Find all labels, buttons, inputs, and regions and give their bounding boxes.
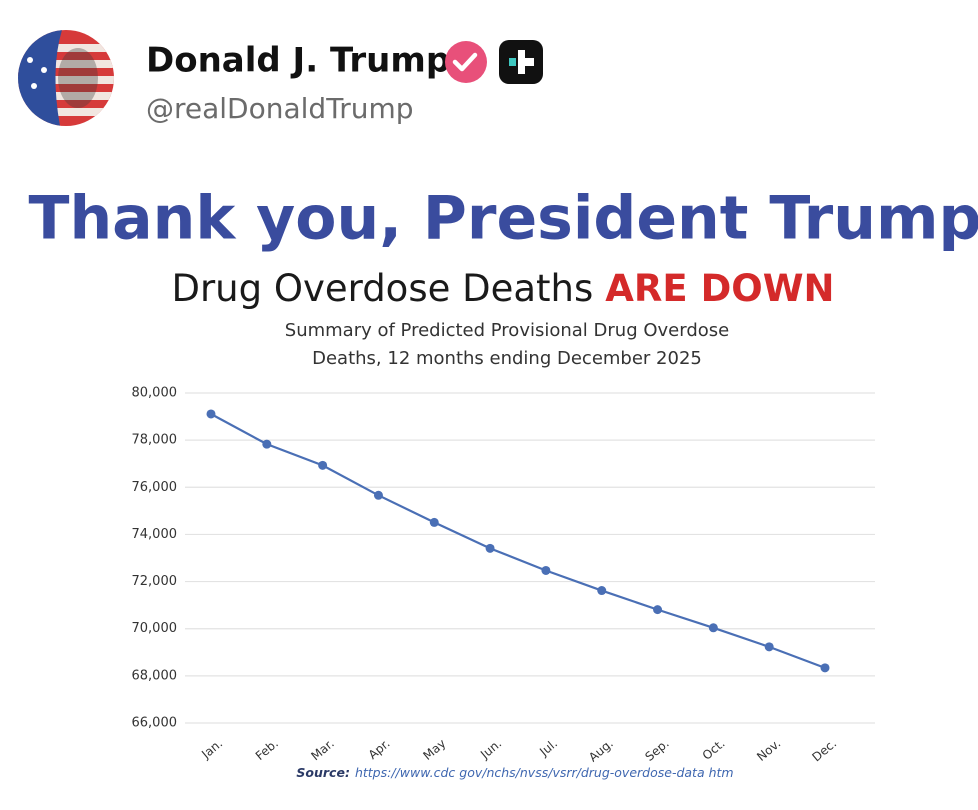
author-name[interactable]: Donald J. Trump: [146, 41, 450, 81]
source: Source: https://www.cdc gov/nchs/nvss/vsr…: [296, 765, 733, 780]
handle[interactable]: @realDonaldTrump: [146, 92, 414, 125]
data-point: [764, 642, 774, 652]
y-tick-label: 66,000: [132, 716, 178, 731]
plot: 66,000 68,000 70,000 72,000 74,000 76,000 78,0…: [132, 386, 875, 764]
x-tick-label: Jun.: [477, 736, 504, 762]
chart-title: Summary of Predicted Provisional Drug Ov…: [285, 320, 729, 341]
x-tick-label: Mar.: [308, 736, 336, 763]
headline-2-text: Drug Overdose Deaths: [171, 267, 593, 310]
data-line: [210, 413, 826, 669]
x-tick-label: Sep.: [642, 736, 671, 764]
x-tick-label: Apr.: [366, 736, 393, 762]
app-badge: [499, 40, 543, 84]
y-tick-label: 72,000: [132, 574, 178, 589]
data-point: [262, 439, 272, 449]
x-tick-label: Dec.: [809, 736, 839, 764]
data-point: [373, 490, 383, 500]
x-tick-label: Nov.: [754, 736, 783, 764]
data-point: [597, 586, 607, 596]
x-tick-label: Jul.: [536, 736, 560, 759]
data-point: [653, 605, 663, 615]
x-tick-label: Jan.: [198, 736, 225, 762]
data-point: [429, 517, 439, 527]
verified-badge: [445, 41, 487, 83]
y-tick-label: 68,000: [132, 668, 178, 683]
y-tick-label: 78,000: [132, 433, 178, 448]
x-tick-label: Aug.: [586, 736, 616, 764]
data-point: [318, 460, 328, 470]
x-tick-label: May: [420, 736, 448, 763]
data-point: [485, 543, 495, 553]
data-point: [708, 623, 718, 633]
y-tick-label: 70,000: [132, 621, 178, 636]
data-point: [820, 663, 830, 673]
x-tick-label: Oct.: [700, 736, 728, 763]
avatar[interactable]: [18, 30, 114, 126]
headline-2-emphasis: ARE DOWN: [605, 267, 834, 310]
source-link[interactable]: https://www.cdc gov/nchs/nvss/vsrr/drug-…: [355, 765, 734, 780]
y-tick-label: 74,000: [132, 527, 178, 542]
y-tick-label: 80,000: [132, 386, 178, 401]
source-label: Source:: [296, 765, 350, 780]
data-point: [541, 565, 551, 575]
data-point: [206, 409, 216, 419]
x-tick-label: Feb.: [253, 736, 281, 763]
headline-2: Drug Overdose Deaths ARE DOWN: [171, 267, 834, 310]
chart-title: Deaths, 12 months ending December 2025: [312, 348, 702, 369]
y-tick-label: 76,000: [132, 480, 178, 495]
headline: Thank you, President Trump: [29, 184, 978, 254]
